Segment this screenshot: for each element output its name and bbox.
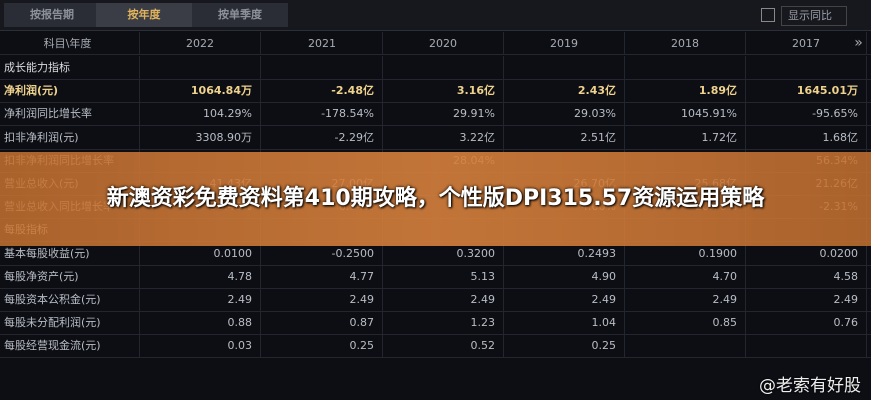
watermark: @老索有好股 — [759, 376, 861, 396]
data-row: 每股净资产(元) 4.78 4.77 5.13 4.90 4.70 4.58 — [0, 264, 871, 289]
value-cell: 2.43亿 — [504, 79, 625, 103]
value-cell: 2.49 — [262, 288, 383, 311]
value-cell: -2.48亿 — [262, 79, 383, 103]
value-cell: 104.29% — [140, 102, 261, 126]
value-cell: 0.85 — [625, 311, 746, 335]
value-cell: 4.77 — [262, 264, 383, 288]
header-cell: 2017 — [746, 32, 867, 55]
data-row: 每股未分配利润(元) 0.88 0.87 1.23 1.04 0.85 0.76 — [0, 311, 871, 336]
row-label: 基本每股收益(元) — [0, 241, 140, 265]
empty-cell — [746, 56, 867, 79]
value-cell: 2.49 — [140, 288, 261, 311]
value-cell — [625, 334, 746, 358]
data-row: 净利润(元) 1064.84万 -2.48亿 3.16亿 2.43亿 1.89亿 1645.… — [0, 79, 871, 104]
data-row: 净利润同比增长率 104.29% -178.54% 29.91% 29.03% 1045.… — [0, 102, 871, 127]
value-cell: 0.3200 — [383, 241, 504, 265]
data-row: 每股经营现金流(元) 0.03 0.25 0.52 0.25 — [0, 334, 871, 359]
value-cell: 1.72亿 — [625, 125, 746, 149]
section-row: 成长能力指标 — [0, 56, 871, 80]
value-cell: 1.68亿 — [746, 125, 867, 149]
value-cell: 4.78 — [140, 264, 261, 288]
value-cell: -95.65% — [746, 102, 867, 126]
tab[interactable]: 按单季度 — [192, 3, 288, 27]
tab[interactable]: 按报告期 — [4, 3, 100, 27]
value-cell: 0.76 — [746, 311, 867, 335]
value-cell: 0.88 — [140, 311, 261, 335]
value-cell: 1645.01万 — [746, 79, 867, 103]
value-cell: -2.29亿 — [262, 125, 383, 149]
empty-cell — [140, 56, 261, 79]
row-label: 每股净资产(元) — [0, 264, 140, 288]
header-row: 科目\年度 2022 2021 2020 2019 2018 2017» — [0, 32, 871, 55]
banner: 新澳资彩免费资料第410期攻略，个性版DPI315.57资源运用策略 — [0, 152, 871, 246]
value-cell: 5.13 — [383, 264, 504, 288]
value-cell: 3308.90万 — [140, 125, 261, 149]
value-cell: -178.54% — [262, 102, 383, 126]
value-cell: 0.87 — [262, 311, 383, 335]
row-label: 每股资本公积金(元) — [0, 288, 140, 311]
toggle[interactable]: 显示同比 — [781, 6, 847, 26]
value-cell: 1.23 — [383, 311, 504, 335]
value-cell: 0.1900 — [625, 241, 746, 265]
checkbox[interactable] — [761, 8, 775, 22]
tab-bar: 按报告期 按年度 按单季度 显示同比 — [0, 0, 871, 31]
value-cell: 1045.91% — [625, 102, 746, 126]
more-button: » — [854, 35, 863, 51]
value-cell: 2.49 — [746, 288, 867, 311]
value-cell: 3.22亿 — [383, 125, 504, 149]
value-cell: -0.2500 — [262, 241, 383, 265]
value-cell: 0.25 — [504, 334, 625, 358]
header-cell: 2018 — [625, 32, 746, 55]
value-cell — [746, 334, 867, 358]
value-cell: 0.2493 — [504, 241, 625, 265]
data-row: 基本每股收益(元) 0.0100 -0.2500 0.3200 0.2493 0.1900… — [0, 241, 871, 266]
value-cell: 0.52 — [383, 334, 504, 358]
empty-cell — [262, 56, 383, 79]
value-cell: 2.49 — [625, 288, 746, 311]
value-cell: 1064.84万 — [140, 79, 261, 103]
value-cell: 0.03 — [140, 334, 261, 358]
header-cell: 科目\年度 — [0, 32, 140, 55]
banner-text: 新澳资彩免费资料第410期攻略，个性版DPI315.57资源运用策略 — [106, 186, 765, 211]
row-label: 每股经营现金流(元) — [0, 334, 140, 358]
value-cell: 29.03% — [504, 102, 625, 126]
value-cell: 0.25 — [262, 334, 383, 358]
value-cell: 4.58 — [746, 264, 867, 288]
value-cell: 4.90 — [504, 264, 625, 288]
value-cell: 29.91% — [383, 102, 504, 126]
value-cell: 0.0100 — [140, 241, 261, 265]
value-cell: 2.49 — [504, 288, 625, 311]
value-cell: 1.89亿 — [625, 79, 746, 103]
data-row: 扣非净利润(元) 3308.90万 -2.29亿 3.22亿 2.51亿 1.72亿 1.6… — [0, 125, 871, 150]
value-cell: 4.70 — [625, 264, 746, 288]
row-label: 每股未分配利润(元) — [0, 311, 140, 335]
empty-cell — [383, 56, 504, 79]
data-row: 每股资本公积金(元) 2.49 2.49 2.49 2.49 2.49 2.49 — [0, 288, 871, 312]
value-cell: 0.0200 — [746, 241, 867, 265]
header-cell: 2022 — [140, 32, 261, 55]
tab[interactable]: 按年度 — [96, 3, 192, 27]
row-label: 净利润同比增长率 — [0, 102, 140, 126]
row-label: 净利润(元) — [0, 79, 140, 103]
empty-cell — [504, 56, 625, 79]
header-cell: 2021 — [262, 32, 383, 55]
row-label: 成长能力指标 — [0, 56, 140, 79]
header-cell: 2019 — [504, 32, 625, 55]
value-cell: 3.16亿 — [383, 79, 504, 103]
header-cell: 2020 — [383, 32, 504, 55]
empty-cell — [625, 56, 746, 79]
row-label: 扣非净利润(元) — [0, 125, 140, 149]
value-cell: 1.04 — [504, 311, 625, 335]
value-cell: 2.49 — [383, 288, 504, 311]
value-cell: 2.51亿 — [504, 125, 625, 149]
